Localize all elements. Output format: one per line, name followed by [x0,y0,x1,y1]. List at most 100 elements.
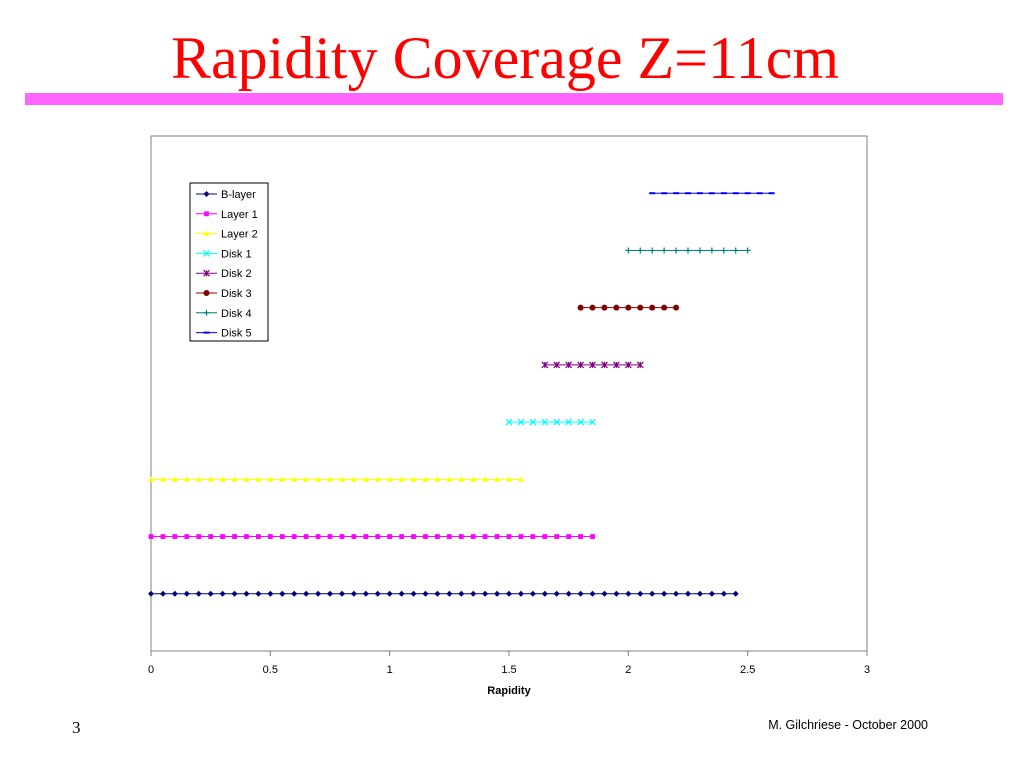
data-point [636,361,644,369]
data-point [506,534,512,539]
data-point [637,247,644,254]
data-point [399,534,404,539]
legend-item: Layer 2 [196,229,258,241]
x-tick-label: 2.5 [740,664,755,676]
data-point [696,247,703,254]
data-point [160,534,166,539]
slide-number: 3 [72,718,81,737]
data-point [374,476,381,482]
data-point [661,590,668,597]
data-point [207,590,214,597]
data-point [255,476,262,482]
data-point [756,192,763,195]
x-tick-label: 0 [148,664,154,676]
data-point [554,534,560,539]
data-point [649,192,656,195]
data-point [565,361,573,369]
data-point [720,247,727,254]
data-point [458,590,465,597]
data-point [219,590,226,597]
data-point [685,247,691,254]
data-point [183,476,190,482]
data-point [517,590,524,597]
data-point [338,476,345,482]
data-point [446,476,453,482]
data-point [386,476,393,482]
data-point [184,534,190,539]
data-point [577,361,585,369]
data-point [625,247,632,254]
data-point [470,476,477,482]
data-point [541,361,549,369]
data-point [350,476,357,482]
plot-area [150,135,868,652]
data-point [649,590,656,597]
data-point [566,534,572,539]
data-point [708,590,715,597]
data-point [243,476,250,482]
data-point [696,192,703,195]
data-point [291,534,297,539]
data-point [422,476,429,482]
data-point [327,590,333,597]
data-point [744,247,751,254]
data-point [637,590,644,597]
x-tick-label: 3 [864,664,870,676]
data-point [624,361,632,369]
data-point [661,192,668,195]
legend-label: Layer 1 [221,209,258,221]
data-point [708,192,715,195]
data-point [363,534,369,539]
data-point [578,534,583,539]
x-axis: 0 0.5 1 1.5 2 2.5 3 [148,651,870,676]
data-point [338,590,345,597]
data-point [434,590,441,597]
data-point [291,590,298,597]
data-point [148,590,154,597]
data-point [708,247,715,254]
data-point [375,534,381,539]
data-point [637,304,644,311]
data-point [518,534,524,539]
data-point [303,534,309,539]
data-point [362,590,369,597]
data-point [541,590,548,597]
data-point [612,361,620,369]
data-point [590,534,595,539]
data-point [673,590,680,597]
data-point [195,476,202,482]
data-point [505,418,513,426]
data-point [339,534,345,539]
series-disk-1 [505,418,596,426]
data-point [458,476,465,482]
series-group [148,192,775,597]
data-point [529,590,536,597]
data-point [661,304,668,311]
data-point [625,590,632,597]
legend-item: B-layer [196,189,256,201]
legend-marker [203,290,210,296]
legend-marker [203,230,210,236]
title-rule [25,93,1003,105]
data-point [744,192,751,195]
data-point [720,192,727,195]
data-point [553,418,561,426]
data-point [159,590,166,597]
series-layer-2 [148,476,524,482]
data-point [422,590,429,597]
data-point [267,590,274,597]
data-point [374,590,381,597]
data-point [482,590,489,597]
data-point [196,534,202,539]
data-point [517,476,524,482]
data-point [649,304,656,311]
x-tick-label: 2 [625,664,631,676]
data-point [171,590,178,597]
data-point [482,534,488,539]
data-point [446,590,453,597]
legend-box [189,182,269,342]
data-point [673,247,680,254]
footer-credit: M. Gilchriese - October 2000 [768,718,928,732]
data-point [589,361,596,369]
legend-label: Disk 1 [221,248,252,260]
